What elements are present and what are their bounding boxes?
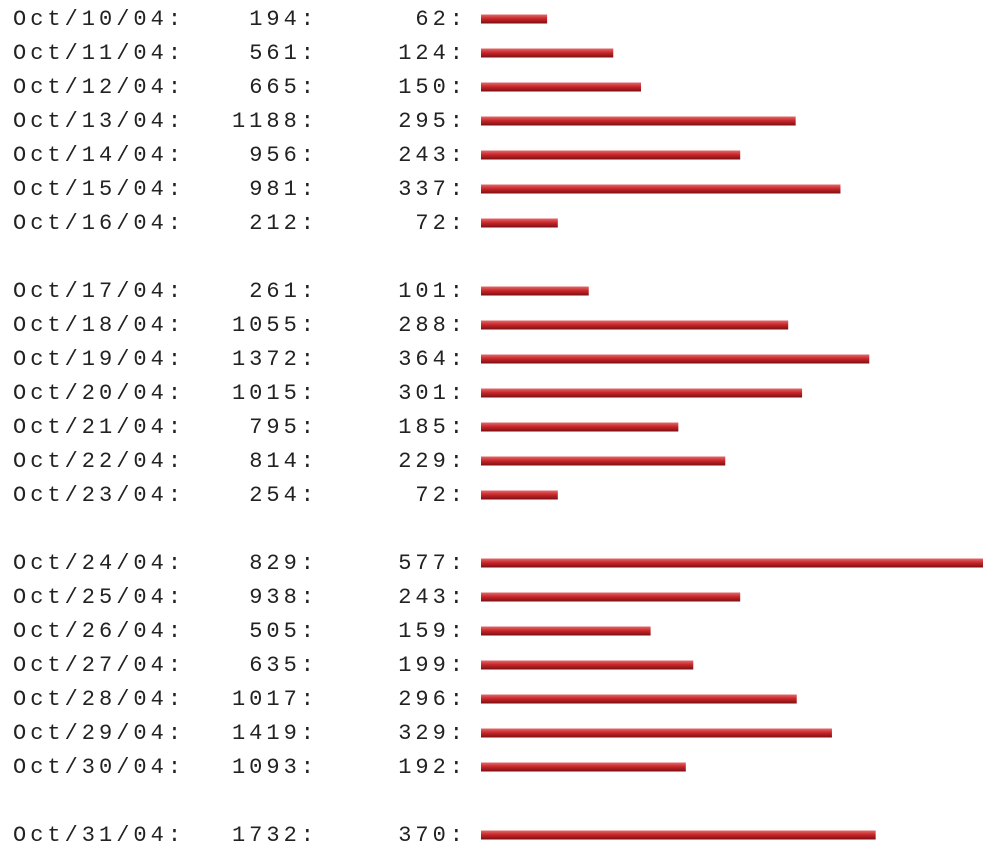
requests: 1093: — [232, 755, 318, 780]
requests: 665: — [249, 75, 318, 100]
requests: 261: — [249, 279, 318, 304]
date: Oct/15/04: — [13, 177, 185, 202]
pages: 185: — [398, 415, 467, 440]
date: Oct/18/04: — [13, 313, 185, 338]
bar — [481, 286, 589, 296]
date: Oct/16/04: — [13, 211, 185, 236]
bar — [481, 762, 686, 772]
bar — [481, 558, 983, 568]
pages: 243: — [398, 143, 467, 168]
bar — [481, 694, 797, 704]
bar — [481, 490, 558, 500]
date: Oct/12/04: — [13, 75, 185, 100]
pages: 101: — [398, 279, 467, 304]
bar — [481, 14, 548, 24]
date: Oct/13/04: — [13, 109, 185, 134]
bar — [481, 116, 796, 126]
date: Oct/29/04: — [13, 721, 185, 746]
requests: 956: — [249, 143, 318, 168]
requests: 938: — [249, 585, 318, 610]
requests: 635: — [249, 653, 318, 678]
requests: 1015: — [232, 381, 318, 406]
requests: 1188: — [232, 109, 318, 134]
pages: 229: — [398, 449, 467, 474]
pages: 337: — [398, 177, 467, 202]
requests: 505: — [249, 619, 318, 644]
pages: 199: — [398, 653, 467, 678]
pages: 243: — [398, 585, 467, 610]
bar — [481, 388, 803, 398]
bar — [481, 354, 870, 364]
bar — [481, 592, 741, 602]
pages: 364: — [398, 347, 467, 372]
date: Oct/10/04: — [13, 7, 185, 32]
date: Oct/23/04: — [13, 483, 185, 508]
bar — [481, 218, 558, 228]
pages: 288: — [398, 313, 467, 338]
requests: 981: — [249, 177, 318, 202]
pages: 150: — [398, 75, 467, 100]
requests: 1017: — [232, 687, 318, 712]
bar — [481, 456, 726, 466]
date: Oct/24/04: — [13, 551, 185, 576]
bar — [481, 422, 679, 432]
date: Oct/28/04: — [13, 687, 185, 712]
pages: 301: — [398, 381, 467, 406]
requests: 194: — [249, 7, 318, 32]
requests: 1419: — [232, 721, 318, 746]
pages: 72: — [415, 211, 467, 236]
requests: 795: — [249, 415, 318, 440]
bar — [481, 320, 789, 330]
pages: 72: — [415, 483, 467, 508]
bar — [481, 150, 741, 160]
requests: 1372: — [232, 347, 318, 372]
requests: 254: — [249, 483, 318, 508]
pages: 329: — [398, 721, 467, 746]
bar — [481, 626, 651, 636]
requests: 561: — [249, 41, 318, 66]
date: Oct/19/04: — [13, 347, 185, 372]
date: Oct/14/04: — [13, 143, 185, 168]
requests: 1055: — [232, 313, 318, 338]
bar — [481, 830, 876, 840]
date: Oct/30/04: — [13, 755, 185, 780]
pages: 159: — [398, 619, 467, 644]
bar — [481, 82, 641, 92]
pages: 296: — [398, 687, 467, 712]
bar — [481, 660, 694, 670]
date: Oct/20/04: — [13, 381, 185, 406]
bar — [481, 48, 614, 58]
date: Oct/22/04: — [13, 449, 185, 474]
bar — [481, 728, 832, 738]
pages: 370: — [398, 823, 467, 846]
date: Oct/17/04: — [13, 279, 185, 304]
requests: 1732: — [232, 823, 318, 846]
requests: 829: — [249, 551, 318, 576]
date: Oct/27/04: — [13, 653, 185, 678]
date: Oct/26/04: — [13, 619, 185, 644]
pages: 577: — [398, 551, 467, 576]
pages: 124: — [398, 41, 467, 66]
requests: 212: — [249, 211, 318, 236]
date: Oct/21/04: — [13, 415, 185, 440]
pages: 62: — [415, 7, 467, 32]
pages: 295: — [398, 109, 467, 134]
bar — [481, 184, 841, 194]
date: Oct/25/04: — [13, 585, 185, 610]
pages: 192: — [398, 755, 467, 780]
requests: 814: — [249, 449, 318, 474]
date: Oct/31/04: — [13, 823, 185, 846]
date: Oct/11/04: — [13, 41, 185, 66]
